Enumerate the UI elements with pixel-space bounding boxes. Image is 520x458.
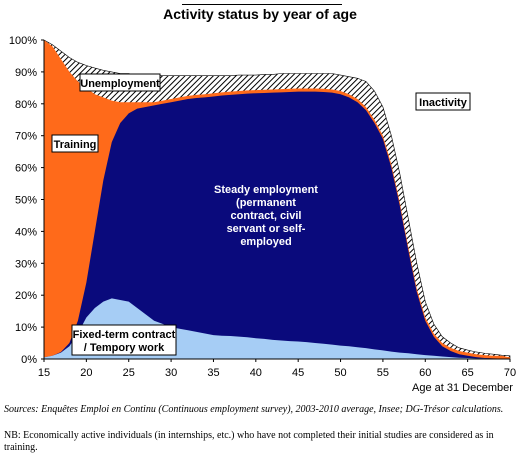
y-tick-label: 20% bbox=[15, 290, 37, 302]
training-label-box bbox=[51, 134, 99, 153]
y-tick-label: 70% bbox=[15, 131, 37, 143]
inactivity-label-box bbox=[415, 92, 471, 111]
y-tick-label: 100% bbox=[9, 35, 37, 47]
steady-employment-text: servant or self- bbox=[227, 223, 306, 235]
fixed-term-label-box bbox=[71, 324, 177, 356]
y-tick-label: 40% bbox=[15, 226, 37, 238]
unemployment-label-text: Unemployment bbox=[80, 78, 160, 90]
y-tick-label: 90% bbox=[15, 67, 37, 79]
steady-employment-text: (permanent bbox=[236, 197, 296, 209]
steady-employment-text: employed bbox=[240, 236, 291, 248]
fixed-term-label: Fixed-term contract/ Tempory work bbox=[71, 324, 177, 356]
y-tick-label: 50% bbox=[15, 195, 37, 207]
unemployment-label-box bbox=[79, 73, 161, 92]
x-tick-label: 35 bbox=[207, 367, 219, 379]
training-label: Training bbox=[51, 134, 99, 153]
fixed-term-label-text: Fixed-term contract bbox=[73, 329, 176, 341]
x-tick-label: 45 bbox=[292, 367, 304, 379]
steady-employment-text: Steady employment bbox=[214, 184, 318, 196]
x-tick-label: 25 bbox=[123, 367, 135, 379]
chart-svg: 0% 10% 20% 30% 40% 50% 60% 70% 80% 90% 100% 15 20 25 3… bbox=[9, 35, 516, 394]
y-tick-label: 30% bbox=[15, 258, 37, 270]
sources-note: Sources: Enquêtes Emploi en Continu (Con… bbox=[4, 404, 516, 416]
x-axis-label: Age at 31 December bbox=[412, 382, 513, 394]
y-tick-label: 60% bbox=[15, 163, 37, 175]
x-tick-label: 55 bbox=[377, 367, 389, 379]
sources-prefix: Sources: bbox=[4, 404, 42, 415]
title-rule bbox=[182, 4, 342, 5]
x-tick-label: 40 bbox=[250, 367, 262, 379]
x-tick-label: 20 bbox=[80, 367, 92, 379]
x-tick-label: 15 bbox=[38, 367, 50, 379]
fixed-term-label-text: / Tempory work bbox=[84, 342, 165, 354]
training-label-text: Training bbox=[54, 139, 97, 151]
inactivity-label-text: Inactivity bbox=[419, 97, 468, 109]
y-tick-label: 0% bbox=[21, 354, 37, 366]
x-tick-label: 60 bbox=[419, 367, 431, 379]
series-steady-employment-area bbox=[44, 91, 510, 359]
x-tick-label: 50 bbox=[334, 367, 346, 379]
steady-employment-text: contract, civil bbox=[231, 210, 302, 222]
unemployment-label: Unemployment bbox=[79, 73, 161, 92]
x-tick-label: 65 bbox=[462, 367, 474, 379]
y-tick-label: 10% bbox=[15, 322, 37, 334]
inactivity-label: Inactivity bbox=[415, 92, 471, 111]
chart-title: Activity status by year of age bbox=[163, 6, 357, 22]
nb-note: NB: Economically active individuals (in … bbox=[4, 430, 494, 453]
x-tick-label: 70 bbox=[504, 367, 516, 379]
x-tick-label: 30 bbox=[165, 367, 177, 379]
y-tick-label: 80% bbox=[15, 99, 37, 111]
sources-text: Enquêtes Emploi en Continu (Continuous e… bbox=[41, 404, 504, 415]
